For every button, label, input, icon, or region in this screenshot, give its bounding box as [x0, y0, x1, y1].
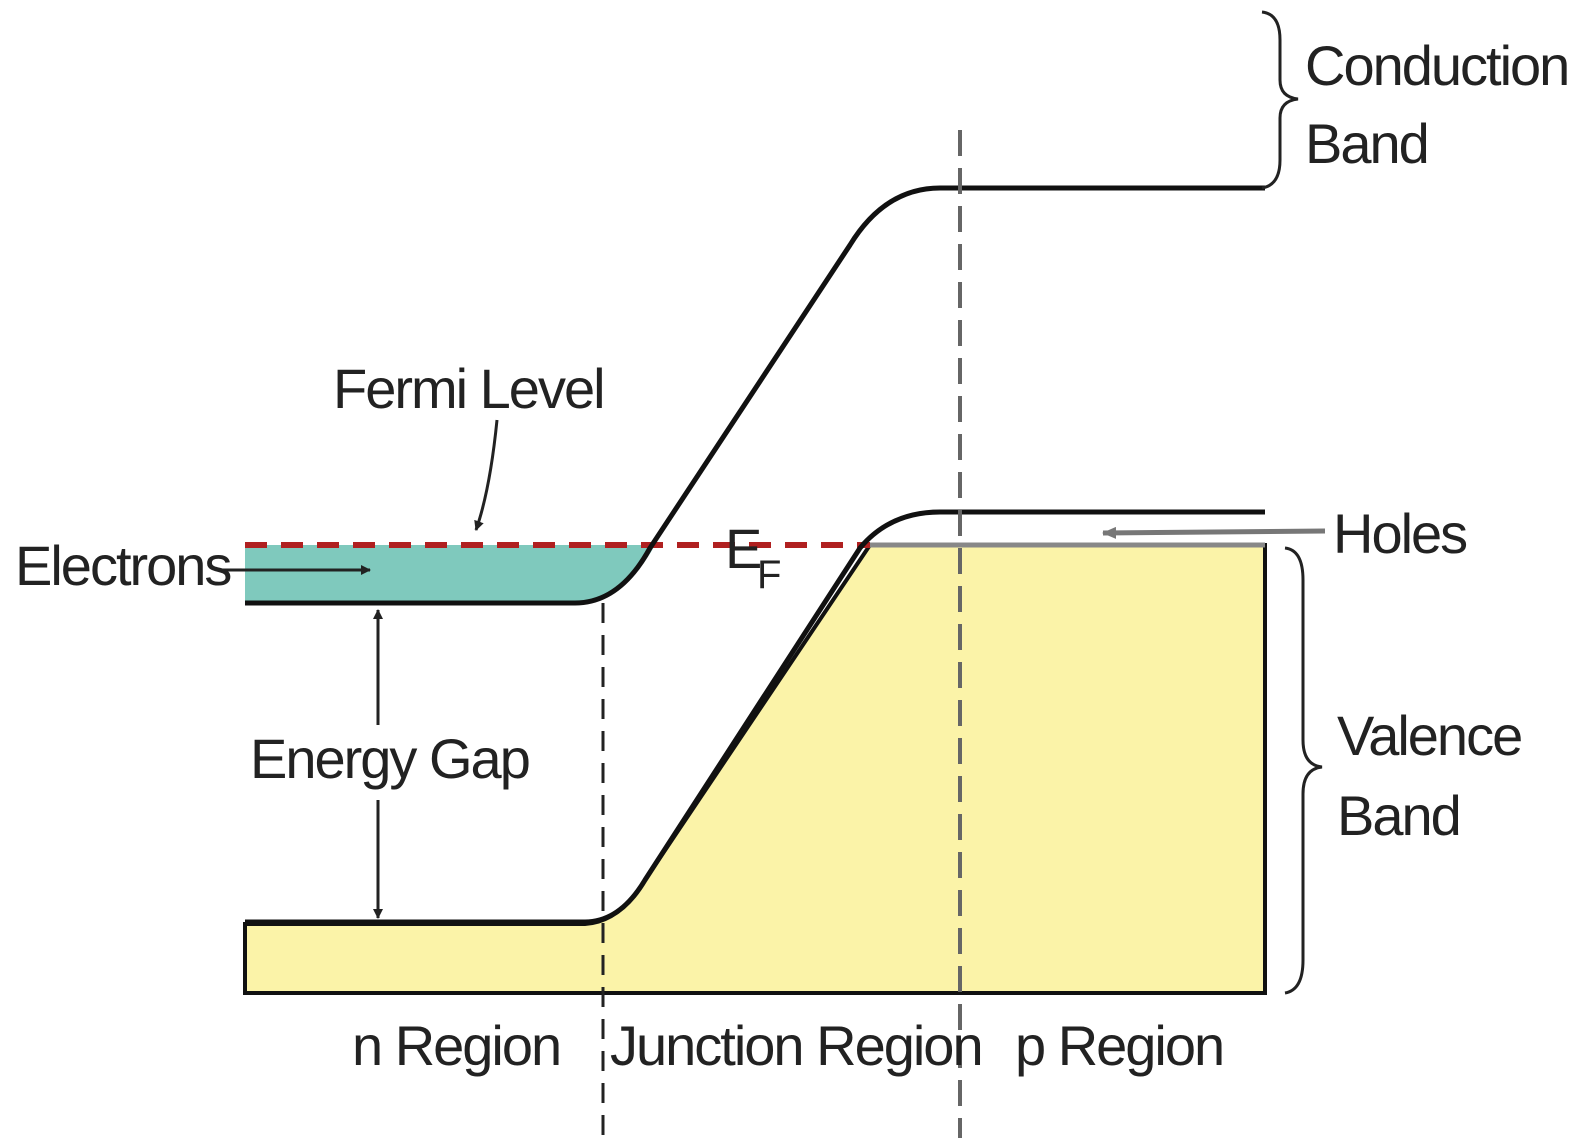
label: Electrons: [15, 534, 230, 597]
label: Conduction: [1305, 34, 1568, 97]
label: n Region: [352, 1014, 560, 1077]
label: p Region: [1015, 1014, 1223, 1077]
valence-band-edge: [245, 509, 1265, 925]
label: Fermi Level: [333, 357, 604, 420]
label: Energy Gap: [250, 727, 529, 790]
label: Junction Region: [610, 1014, 982, 1077]
arrow: [1102, 526, 1326, 539]
label: F: [757, 553, 780, 597]
label: Holes: [1333, 502, 1466, 565]
conduction-band-edge: [245, 185, 1265, 606]
electron-fill: [245, 545, 655, 603]
brace: [1284, 546, 1323, 995]
label: Band: [1337, 784, 1460, 847]
label: Band: [1305, 112, 1428, 175]
label: Valence: [1337, 704, 1521, 767]
label: E: [725, 517, 760, 580]
brace: [1261, 10, 1299, 190]
arrow: [474, 419, 499, 531]
